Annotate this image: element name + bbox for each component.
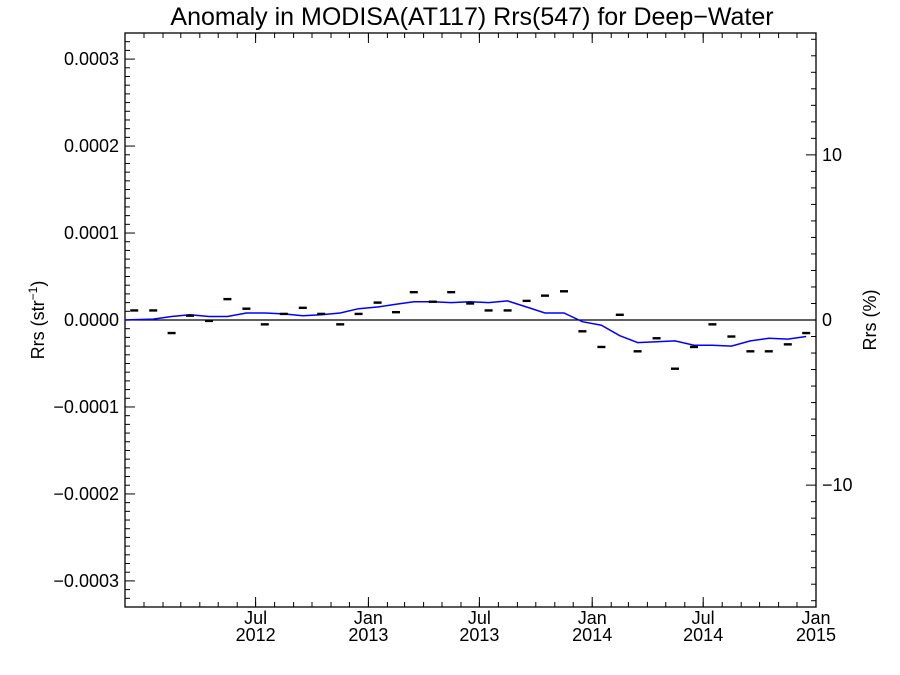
data-point [597,345,606,349]
data-point [223,297,232,301]
data-point [727,335,736,338]
data-point [279,312,288,316]
data-point [336,323,345,326]
y2-tick-label: 0 [822,310,832,330]
x-tick-label-month: Jan [578,608,607,628]
data-point [578,330,587,333]
data-point [670,367,679,370]
data-point [354,312,363,316]
data-point [522,299,531,303]
data-point [260,323,269,326]
data-point [466,302,475,305]
data-point [409,290,418,294]
x-tick-label-year: 2015 [796,625,836,645]
x-tick-label-year: 2013 [459,625,499,645]
x-tick-label-month: Jul [692,608,715,628]
data-point [540,294,549,297]
data-point [615,313,624,316]
y-tick-label: 0.0000 [64,310,119,330]
y-tick-label: −0.0002 [53,484,119,504]
trend-line [124,300,807,347]
data-point [298,306,307,310]
y-tick-label: 0.0002 [64,136,119,156]
x-tick-label-year: 2012 [236,625,276,645]
data-point [204,319,213,323]
data-point [185,314,194,317]
y-axis-ticks: 0.0003 0.0002 0.0001 0.0000 −0.0001 −0.0002 −0… [53,32,135,608]
y-axis-title: Rrs (str−1) [26,281,48,360]
y-axis-title-main: Rrs (str [28,300,48,359]
chart-marks [124,290,816,370]
y-tick-label: 0.0001 [64,223,119,243]
y2-axis-ticks: 10 0 −10 [806,38,853,602]
data-point [689,345,698,349]
x-tick-label-month: Jul [244,608,267,628]
data-point [447,290,456,294]
data-point [802,331,811,335]
y-tick-label: 0.0003 [64,49,119,69]
y2-tick-label: 10 [822,145,842,165]
x-tick-label-year: 2013 [348,625,388,645]
y2-axis-title: Rrs (%) [860,290,880,351]
data-point [503,309,512,312]
y-tick-label: −0.0003 [53,571,119,591]
data-point [167,331,176,335]
data-point [392,310,401,314]
y-tick-label: −0.0001 [53,397,119,417]
data-point [149,309,158,312]
chart-title: Anomaly in MODISA(AT117) Rrs(547) for De… [170,3,773,31]
data-point [428,300,437,303]
x-axis-ticks: Jul2012Jan2013Jul2013Jan2014Jul2014Jan20… [124,33,836,645]
x-tick-label-year: 2014 [683,625,723,645]
data-point [652,337,661,340]
data-point [783,343,792,346]
data-point [633,350,642,353]
data-point [708,323,717,326]
x-tick-label-month: Jul [468,608,491,628]
y-axis-title-superscript: −1 [26,286,40,300]
data-point [317,312,326,316]
data-point [130,309,139,312]
data-point [764,350,773,353]
data-point [484,309,493,312]
x-tick-label-year: 2014 [572,625,612,645]
data-point [746,350,755,353]
x-tick-label-month: Jan [354,608,383,628]
x-tick-label-month: Jan [801,608,830,628]
data-point [373,301,382,304]
data-point [560,290,569,293]
data-point [242,307,251,310]
y-axis-title-close: ) [28,281,48,287]
y2-tick-label: −10 [822,475,853,495]
